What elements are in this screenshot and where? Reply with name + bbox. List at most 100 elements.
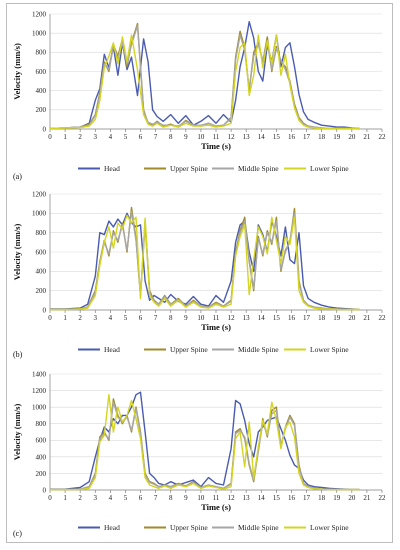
y-tick-label: 1200 [32, 10, 47, 18]
x-tick-label: 15 [273, 314, 281, 322]
y-axis-title: Velocity (mm/s) [12, 404, 22, 461]
x-tick-label: 21 [363, 314, 371, 322]
x-tick-label: 18 [318, 133, 326, 141]
legend-label-head: Head [104, 345, 120, 354]
x-tick-label: 1 [63, 133, 67, 141]
x-tick-label: 16 [288, 314, 296, 322]
legend-label-lower-spine: Lower Spine [310, 345, 349, 354]
y-tick-label: 200 [36, 287, 47, 295]
y-tick-label: 0 [43, 486, 47, 494]
series-line-head [49, 21, 360, 130]
x-tick-label: 14 [258, 314, 266, 322]
x-tick-label: 9 [184, 314, 188, 322]
x-tick-label: 1 [63, 494, 67, 502]
x-tick-label: 19 [333, 494, 341, 502]
x-tick-label: 21 [363, 494, 371, 502]
legend-label-upper-spine: Upper Spine [170, 164, 208, 173]
y-tick-label: 0 [43, 125, 47, 133]
x-tick-label: 0 [48, 314, 52, 322]
x-tick-label: 8 [169, 133, 173, 141]
x-tick-label: 8 [169, 494, 173, 502]
x-tick-label: 17 [303, 133, 311, 141]
y-tick-label: 600 [36, 248, 47, 256]
x-tick-label: 7 [154, 133, 158, 141]
x-tick-label: 6 [139, 133, 143, 141]
x-tick-label: 4 [109, 494, 113, 502]
x-tick-label: 22 [379, 133, 387, 141]
x-tick-label: 0 [48, 133, 52, 141]
x-tick-label: 10 [197, 133, 205, 141]
x-tick-label: 18 [318, 494, 326, 502]
y-tick-label: 1200 [32, 190, 47, 198]
x-tick-label: 0 [48, 494, 52, 502]
x-axis-title: Time (s) [201, 502, 231, 512]
panel-label: (b) [13, 350, 23, 359]
x-tick-label: 20 [348, 133, 356, 141]
y-tick-label: 600 [36, 437, 47, 445]
y-tick-label: 800 [36, 229, 47, 237]
y-tick-label: 1000 [32, 210, 47, 218]
series-line-middle-spine [50, 401, 360, 491]
legend-label-head: Head [104, 164, 120, 173]
y-tick-label: 1000 [32, 404, 47, 412]
legend-label-lower-spine: Lower Spine [310, 164, 349, 173]
y-tick-label: 200 [36, 106, 47, 114]
series-line-head [50, 391, 360, 491]
x-tick-label: 21 [363, 133, 371, 141]
x-tick-label: 7 [154, 494, 158, 502]
legend-label-middle-spine: Middle Spine [238, 345, 279, 354]
x-tick-label: 13 [243, 314, 251, 322]
x-tick-label: 20 [348, 314, 356, 322]
figure-frame [6, 3, 393, 543]
y-tick-label: 800 [36, 420, 47, 428]
x-tick-label: 12 [228, 133, 236, 141]
y-tick-label: 600 [36, 68, 47, 76]
series-line-lower-spine [50, 214, 360, 311]
legend-label-head: Head [104, 523, 120, 532]
x-tick-label: 11 [213, 314, 220, 322]
legend-label-lower-spine: Lower Spine [310, 523, 349, 532]
x-tick-label: 17 [303, 314, 311, 322]
series-line-lower-spine [50, 394, 360, 491]
x-tick-label: 13 [243, 494, 251, 502]
x-tick-label: 22 [379, 314, 387, 322]
x-tick-label: 22 [379, 494, 387, 502]
x-tick-label: 14 [258, 133, 266, 141]
x-tick-label: 15 [273, 133, 281, 141]
x-tick-label: 15 [273, 494, 281, 502]
x-tick-label: 11 [213, 133, 220, 141]
legend-label-upper-spine: Upper Spine [170, 523, 208, 532]
x-tick-label: 17 [303, 494, 311, 502]
x-tick-label: 6 [139, 494, 143, 502]
series-line-middle-spine [50, 210, 360, 311]
x-axis-title: Time (s) [201, 141, 231, 151]
x-tick-label: 10 [197, 314, 205, 322]
legend-label-upper-spine: Upper Spine [170, 345, 208, 354]
series-line-upper-spine [50, 398, 360, 491]
series-line-upper-spine [50, 206, 360, 311]
x-tick-label: 12 [228, 314, 236, 322]
x-tick-label: 7 [154, 314, 158, 322]
panel-label: (a) [13, 172, 22, 181]
x-tick-label: 19 [333, 133, 341, 141]
y-tick-label: 400 [36, 268, 47, 276]
y-tick-label: 800 [36, 49, 47, 57]
x-tick-label: 12 [228, 494, 236, 502]
y-tick-label: 1200 [32, 387, 47, 395]
x-tick-label: 2 [78, 494, 82, 502]
x-tick-label: 18 [318, 314, 326, 322]
x-tick-label: 3 [94, 494, 98, 502]
y-tick-label: 1000 [32, 30, 47, 38]
x-tick-label: 2 [78, 133, 82, 141]
x-tick-label: 5 [124, 494, 128, 502]
panel-label: (c) [13, 529, 22, 538]
x-tick-label: 20 [348, 494, 356, 502]
x-tick-label: 5 [124, 314, 128, 322]
x-tick-label: 13 [243, 133, 251, 141]
x-tick-label: 16 [288, 133, 296, 141]
y-tick-label: 400 [36, 453, 47, 461]
